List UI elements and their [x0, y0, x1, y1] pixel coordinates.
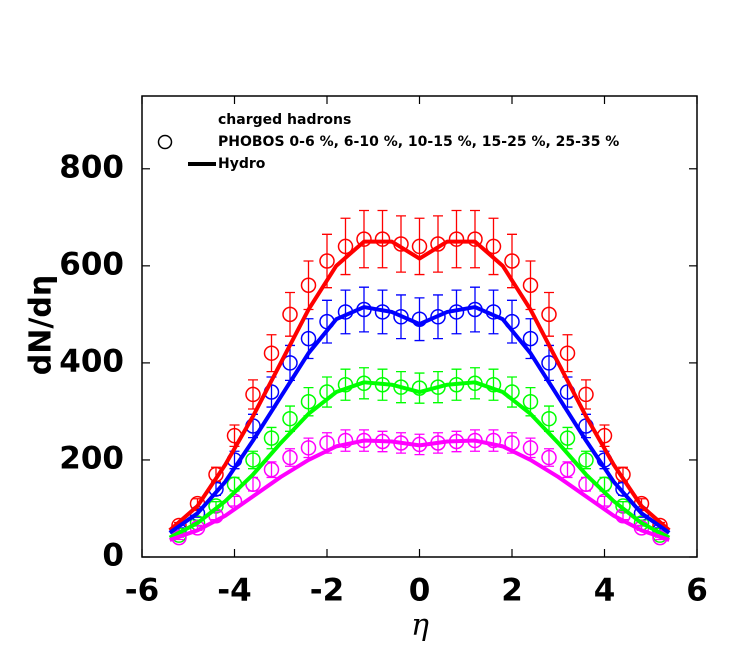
- data-point: [263, 345, 280, 361]
- data-point: [356, 231, 372, 247]
- data-point: [578, 386, 594, 403]
- hydro-line: [168, 380, 671, 540]
- data-point: [337, 238, 354, 255]
- data-point: [393, 309, 409, 325]
- x-tick-label: -4: [217, 573, 251, 609]
- data-point: [541, 306, 557, 323]
- hydro-line: [168, 239, 671, 532]
- data-point: [282, 306, 298, 323]
- error-bar: [248, 379, 258, 410]
- error-bar: [488, 217, 499, 276]
- data-point: [300, 330, 317, 347]
- error-bar: [285, 448, 295, 467]
- error-bar: [340, 217, 351, 276]
- data-point: [559, 345, 576, 361]
- data-point: [522, 393, 539, 410]
- error-bar: [433, 215, 443, 273]
- y-axis-label: dN/dη: [24, 275, 59, 375]
- error-bar: [581, 379, 591, 410]
- data-point: [374, 231, 391, 247]
- error-bar: [562, 461, 573, 479]
- x-tick-label: -6: [125, 573, 159, 609]
- error-bar: [396, 215, 406, 273]
- x-tick-label: 6: [686, 573, 708, 609]
- data-point: [263, 461, 280, 478]
- error-bar: [377, 209, 388, 269]
- legend-label: PHOBOS 0-6 %, 6-10 %, 10-15 %, 15-25 %, …: [218, 134, 619, 150]
- data-point: [448, 231, 465, 247]
- data-point: [300, 393, 317, 410]
- error-bar: [414, 372, 425, 404]
- data-point: [245, 386, 261, 403]
- error-bar: [507, 376, 517, 408]
- y-tick-label: 0: [102, 538, 124, 574]
- data-point: [282, 449, 298, 466]
- x-tick-label: 4: [594, 573, 616, 609]
- data-point: [263, 430, 280, 446]
- error-bar: [488, 368, 499, 401]
- x-axis-label: η: [411, 608, 429, 643]
- data-point: [541, 449, 557, 466]
- data-point: [319, 253, 335, 269]
- error-bar: [470, 209, 480, 269]
- data-point: [522, 330, 539, 347]
- error-bar: [414, 217, 425, 276]
- data-point: [485, 238, 502, 255]
- legend-label: Hydro: [218, 156, 266, 172]
- hydro-line: [168, 305, 671, 535]
- data-point: [578, 452, 594, 468]
- x-tick-label: -2: [310, 573, 344, 609]
- error-bar: [266, 461, 277, 479]
- legend-title: charged hadrons: [218, 112, 351, 128]
- data-point: [504, 253, 520, 269]
- error-bar: [359, 286, 369, 333]
- y-tick-label: 200: [59, 440, 124, 476]
- data-point: [337, 432, 354, 449]
- error-bar: [340, 289, 351, 335]
- error-bar: [451, 209, 462, 269]
- data-point: [522, 277, 539, 294]
- error-bar: [414, 297, 425, 342]
- error-bar: [562, 334, 573, 373]
- data-point: [300, 440, 317, 456]
- error-bar: [544, 448, 554, 467]
- data-point: [559, 461, 576, 478]
- y-tick-label: 400: [59, 343, 124, 379]
- data-point: [559, 430, 576, 446]
- error-bar: [266, 334, 277, 373]
- error-bar: [340, 368, 351, 401]
- data-point: [282, 410, 298, 427]
- y-tick-label: 800: [59, 149, 124, 185]
- x-tick-label: 2: [501, 573, 523, 609]
- data-point: [411, 238, 428, 255]
- data-point: [541, 410, 557, 427]
- x-tick-label: 0: [409, 573, 431, 609]
- error-bar: [470, 286, 480, 333]
- error-bar: [507, 299, 517, 344]
- data-point: [467, 231, 483, 247]
- error-bar: [322, 299, 332, 344]
- hydro-line: [169, 438, 670, 542]
- legend-marker: [157, 134, 173, 150]
- error-bar: [322, 376, 332, 408]
- data-point: [522, 440, 539, 456]
- y-tick-label: 600: [59, 246, 124, 282]
- error-bar: [544, 291, 554, 337]
- data-point: [485, 432, 502, 449]
- error-bar: [488, 289, 499, 335]
- data-point: [430, 309, 446, 325]
- error-bar: [285, 291, 295, 337]
- error-bar: [359, 209, 369, 269]
- data-point: [245, 452, 261, 468]
- data-point: [300, 277, 317, 294]
